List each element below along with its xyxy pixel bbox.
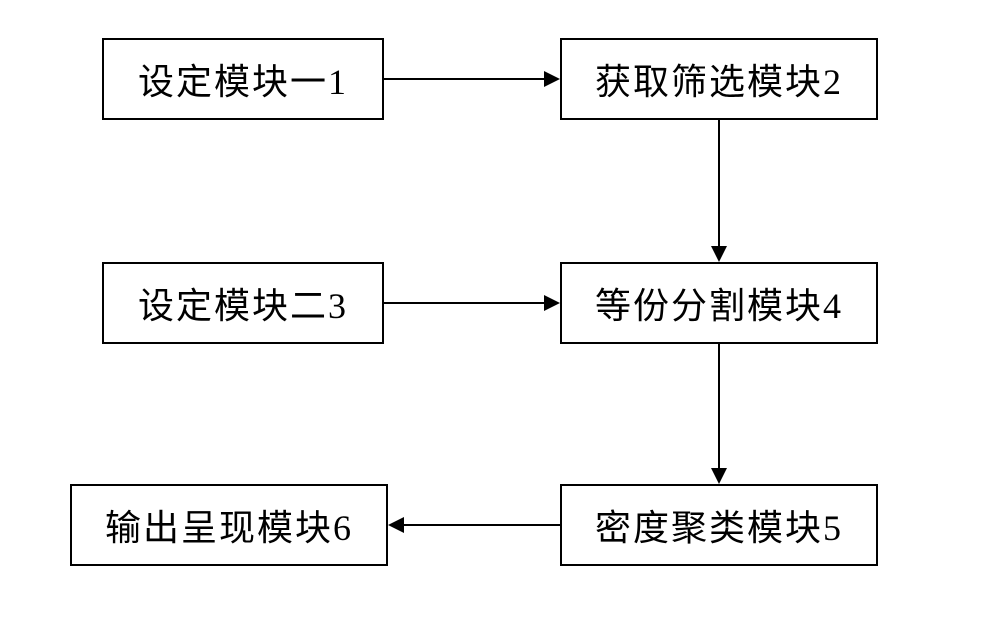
node-setting-module-1: 设定模块一1	[102, 38, 384, 120]
arrow-head-icon	[388, 517, 404, 533]
node-label: 设定模块二3	[138, 277, 348, 329]
node-label: 设定模块一1	[138, 53, 348, 105]
arrow-head-icon	[544, 71, 560, 87]
node-label: 输出呈现模块6	[105, 499, 353, 551]
arrow-head-icon	[711, 246, 727, 262]
node-filter-module-2: 获取筛选模块2	[560, 38, 878, 120]
node-setting-module-3: 设定模块二3	[102, 262, 384, 344]
node-output-module-6: 输出呈现模块6	[70, 484, 388, 566]
node-label: 获取筛选模块2	[595, 53, 843, 105]
node-split-module-4: 等份分割模块4	[560, 262, 878, 344]
node-label: 密度聚类模块5	[595, 499, 843, 551]
edge-line	[718, 120, 720, 246]
node-label: 等份分割模块4	[595, 277, 843, 329]
flowchart-diagram: 设定模块一1 获取筛选模块2 设定模块二3 等份分割模块4 密度聚类模块5 输出…	[40, 30, 960, 596]
arrow-head-icon	[544, 295, 560, 311]
edge-line	[404, 524, 560, 526]
edge-line	[384, 302, 544, 304]
edge-line	[718, 344, 720, 468]
edge-line	[384, 78, 544, 80]
node-cluster-module-5: 密度聚类模块5	[560, 484, 878, 566]
arrow-head-icon	[711, 468, 727, 484]
